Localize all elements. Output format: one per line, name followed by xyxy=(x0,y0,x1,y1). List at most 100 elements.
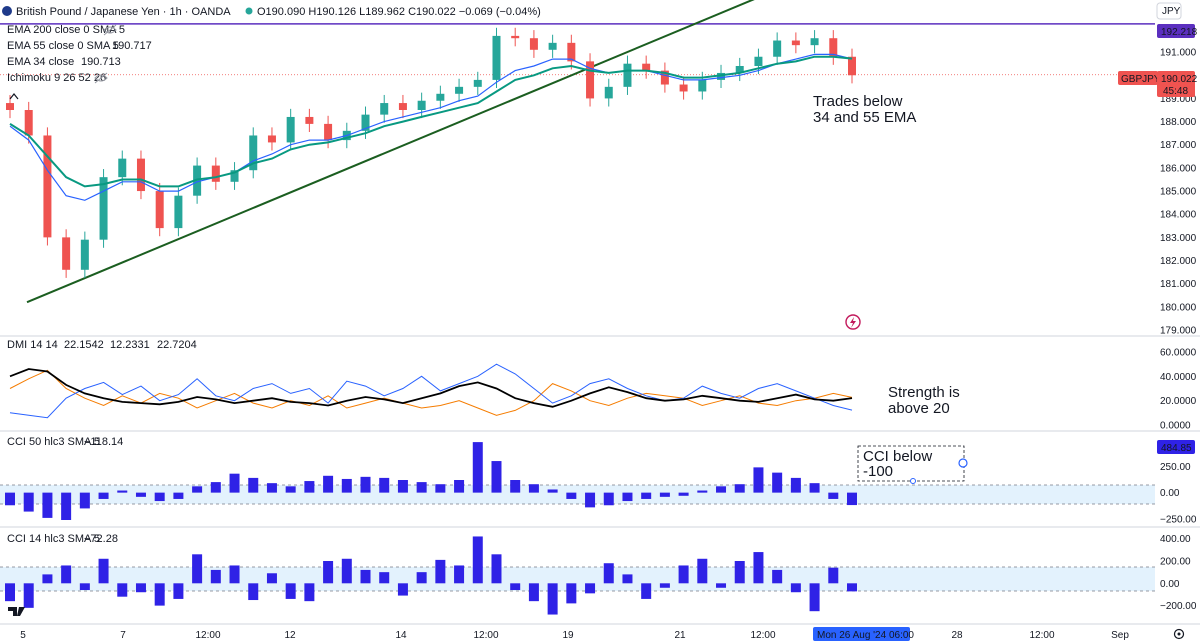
currency-label[interactable]: JPY xyxy=(1162,6,1181,17)
cci50-bar xyxy=(266,483,277,493)
ema34-value: 190.713 xyxy=(81,56,121,68)
ema55-label[interactable]: EMA 55 close 0 SMA 5 xyxy=(7,40,119,52)
cci50-bar xyxy=(678,492,689,496)
ascending-trendline xyxy=(26,0,755,304)
cci50-bar xyxy=(416,482,427,493)
candle-body xyxy=(155,191,164,229)
cci50-bar xyxy=(304,481,315,493)
cci14-layer xyxy=(5,536,857,615)
collapse-chevron-icon[interactable] xyxy=(9,93,19,100)
cci50-bar xyxy=(360,476,371,493)
symbol-flag-icon[interactable] xyxy=(2,6,12,16)
candle-body xyxy=(230,170,239,182)
cci14-bar xyxy=(229,565,240,584)
cci-max-value: 484.85 xyxy=(1161,443,1192,454)
cci50-bar xyxy=(659,492,670,497)
ema-note-line1[interactable]: Trades below xyxy=(813,93,903,110)
candle-body xyxy=(211,165,220,182)
last-price-tag xyxy=(1157,71,1195,97)
cci50-label[interactable]: CCI 50 hlc3 SMA 5 xyxy=(7,436,100,448)
cci50-band xyxy=(0,485,1155,504)
market-status-icon xyxy=(245,7,253,15)
cci-note-box[interactable] xyxy=(857,445,965,482)
dmi-axis-tick: 20.0000 xyxy=(1160,396,1197,407)
price-pane[interactable] xyxy=(0,0,1155,335)
cci50-bar xyxy=(753,467,764,493)
candle-body xyxy=(810,38,819,46)
cci14-bar xyxy=(678,565,689,584)
time-axis-tick: Sep xyxy=(1111,630,1129,641)
dmi-layer xyxy=(9,363,853,419)
candle-body xyxy=(829,38,838,57)
cci50-bar xyxy=(435,484,446,493)
ema55-line xyxy=(9,55,853,188)
cci14-bar xyxy=(266,573,277,584)
cci14-bar xyxy=(472,536,483,584)
price-axis-tick: 187.000 xyxy=(1160,140,1197,151)
price-axis-tick: 179.000 xyxy=(1160,326,1197,337)
cci50-bar xyxy=(397,480,408,493)
cci50-bar xyxy=(847,492,857,506)
cci50-bar xyxy=(641,492,652,499)
cci-note-line1[interactable]: CCI below xyxy=(863,448,932,465)
price-axis-tick: 189.000 xyxy=(1160,94,1197,105)
cci14-axis-tick: 400.00 xyxy=(1160,534,1191,545)
cci-note-anchor[interactable] xyxy=(910,478,916,484)
cci-note-handle[interactable] xyxy=(958,458,968,468)
last-price-value: 190.022 xyxy=(1161,74,1198,85)
candle-body xyxy=(698,79,707,92)
ichimoku-label[interactable]: Ichimoku 9 26 52 26 xyxy=(7,72,106,84)
cci14-bar xyxy=(98,558,109,584)
cci14-bar xyxy=(42,574,53,584)
cci50-bar xyxy=(622,492,633,502)
cci14-bar xyxy=(5,583,15,602)
cci14-axis-tick: −200.00 xyxy=(1160,601,1197,612)
cci14-bar xyxy=(435,559,446,584)
ema200-label[interactable]: EMA 200 close 0 SMA 5 xyxy=(7,24,125,36)
cci14-bar xyxy=(210,569,221,584)
cci50-bar xyxy=(154,492,165,502)
eye-hidden-icon-ema200[interactable] xyxy=(103,24,117,36)
price-axis-tick: 182.000 xyxy=(1160,256,1197,267)
symbol-tag xyxy=(1118,71,1158,85)
price-axis-tick: 188.000 xyxy=(1160,117,1197,128)
cci14-bar xyxy=(323,561,334,584)
candle-body xyxy=(642,63,651,71)
candle-body xyxy=(717,72,726,80)
cci50-bar xyxy=(828,492,839,499)
ema-note-line2[interactable]: 34 and 55 EMA xyxy=(813,109,916,126)
cci14-label[interactable]: CCI 14 hlc3 SMA 5 xyxy=(7,533,100,545)
cci50-bar xyxy=(510,480,521,493)
cci14-bar xyxy=(659,583,670,588)
time-axis-tick: 7 xyxy=(120,630,126,641)
tradingview-logo-icon[interactable] xyxy=(8,607,25,616)
economic-event-bolt xyxy=(850,317,856,328)
cci50-bar xyxy=(192,486,203,493)
symbol-tag-text: GBPJPY xyxy=(1121,74,1161,85)
cci50-bar xyxy=(716,486,727,493)
dmi-note-line2[interactable]: above 20 xyxy=(888,400,950,417)
currency-button[interactable] xyxy=(1156,2,1182,20)
cci50-bar xyxy=(98,492,109,499)
dmi-adx-line xyxy=(9,368,853,408)
settings-gear-icon[interactable] xyxy=(1173,628,1185,640)
cci14-bar xyxy=(360,569,371,584)
ema34-label[interactable]: EMA 34 close xyxy=(7,56,74,68)
cci14-axis-tick: 0.00 xyxy=(1160,579,1180,590)
eye-hidden-icon[interactable] xyxy=(94,72,108,84)
candle-body xyxy=(286,116,295,143)
time-axis-tick: 12 xyxy=(284,630,296,641)
cci14-bar xyxy=(603,563,614,584)
cci-note-line2[interactable]: -100 xyxy=(863,463,893,480)
dmi-label[interactable]: DMI 14 14 xyxy=(7,339,58,351)
symbol-title[interactable]: British Pound / Japanese Yen · 1h · OAND… xyxy=(16,6,231,18)
cci14-bar xyxy=(772,569,783,584)
cci50-bar xyxy=(528,484,539,493)
price-axis[interactable] xyxy=(1155,0,1200,643)
dmi-note-line1[interactable]: Strength is xyxy=(888,384,960,401)
price-axis-tick: 180.000 xyxy=(1160,302,1197,313)
cci50-axis-tick: 0.00 xyxy=(1160,488,1180,499)
candle-body xyxy=(24,110,33,136)
cci50-bar xyxy=(454,480,465,493)
